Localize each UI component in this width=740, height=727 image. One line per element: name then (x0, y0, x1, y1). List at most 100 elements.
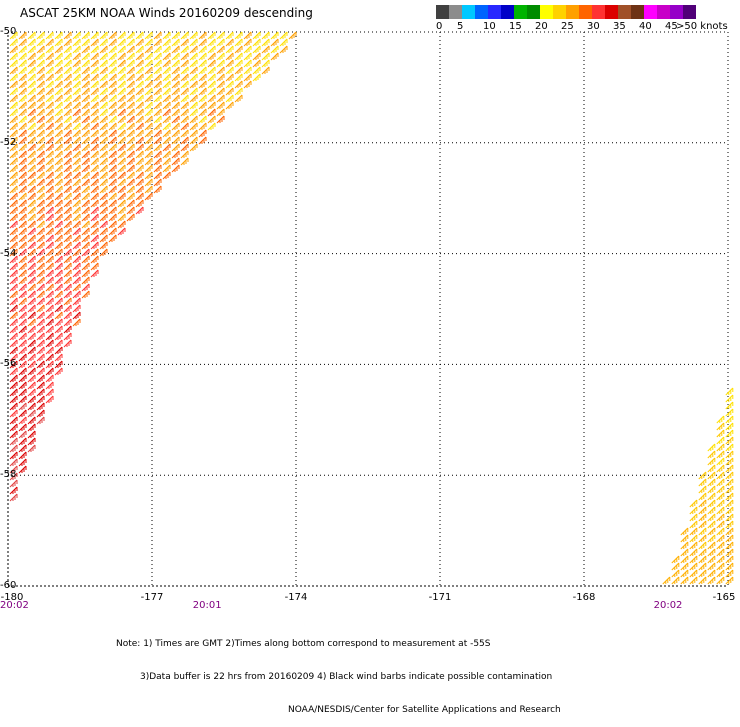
wind-barb (153, 31, 162, 40)
wind-barb (27, 283, 36, 292)
wind-barb (63, 164, 72, 173)
wind-barb (27, 332, 36, 341)
wind-barb (27, 66, 36, 75)
wind-barb (243, 73, 252, 82)
latitude-tick-label: -50 (0, 26, 17, 37)
wind-barb (81, 150, 90, 159)
wind-barb (198, 80, 207, 89)
wind-barb (180, 45, 189, 54)
wind-barb (9, 276, 18, 285)
wind-barb (9, 360, 18, 369)
wind-barb (180, 115, 189, 124)
wind-barb (180, 52, 189, 61)
wind-barb (90, 136, 99, 145)
wind-barb (180, 157, 189, 166)
wind-barb (171, 80, 180, 89)
wind-barb (90, 80, 99, 89)
wind-barb (36, 66, 45, 75)
wind-barb (99, 122, 108, 131)
wind-barb (45, 38, 54, 47)
wind-barb (9, 465, 18, 474)
wind-barb (216, 31, 225, 40)
wind-barb (45, 73, 54, 82)
wind-barb (698, 478, 707, 487)
wind-barb (680, 562, 689, 571)
wind-barb (689, 527, 698, 536)
scale-swatch (449, 5, 462, 19)
wind-barb (225, 59, 234, 68)
wind-barb (54, 115, 63, 124)
footer-notes: Note: 1) Times are GMT 2)Times along bot… (116, 617, 561, 727)
wind-barb (716, 562, 725, 571)
scale-swatch (683, 5, 696, 19)
wind-barb (9, 206, 18, 215)
wind-barb (36, 150, 45, 159)
wind-barb (180, 129, 189, 138)
wind-barb (716, 548, 725, 557)
wind-barb (45, 374, 54, 383)
wind-barb (189, 143, 198, 152)
wind-barb (135, 185, 144, 194)
wind-barb (9, 192, 18, 201)
wind-barb (9, 115, 18, 124)
wind-barb (63, 178, 72, 187)
wind-barb (90, 199, 99, 208)
wind-barb (243, 59, 252, 68)
wind-barb (117, 206, 126, 215)
wind-barb (81, 213, 90, 222)
wind-barb (45, 353, 54, 362)
wind-barb (9, 136, 18, 145)
wind-barb (135, 108, 144, 117)
wind-barb (135, 115, 144, 124)
wind-barb (63, 234, 72, 243)
wind-barb (27, 199, 36, 208)
east-swath (662, 387, 734, 585)
wind-barb (135, 136, 144, 145)
wind-barb (126, 31, 135, 40)
wind-barb (243, 38, 252, 47)
wind-barb (135, 143, 144, 152)
wind-barb (153, 45, 162, 54)
wind-barb (54, 59, 63, 68)
wind-barb (54, 122, 63, 131)
wind-barb (171, 31, 180, 40)
wind-barb (725, 422, 734, 431)
wind-barb (725, 485, 734, 494)
wind-barb (27, 157, 36, 166)
wind-barb (72, 269, 81, 278)
wind-barb (27, 381, 36, 390)
wind-barb (90, 38, 99, 47)
wind-barb (27, 444, 36, 453)
wind-barb (180, 143, 189, 152)
wind-barb (72, 206, 81, 215)
wind-barb (698, 541, 707, 550)
wind-barb (63, 269, 72, 278)
wind-barb (198, 129, 207, 138)
wind-barb (135, 164, 144, 173)
wind-barb (36, 87, 45, 96)
wind-barb (162, 80, 171, 89)
wind-barb (36, 136, 45, 145)
wind-barb (9, 108, 18, 117)
wind-barb (18, 458, 27, 467)
wind-barb (135, 129, 144, 138)
wind-barb (36, 297, 45, 306)
wind-barb (9, 227, 18, 236)
wind-barb (90, 227, 99, 236)
wind-barb (144, 115, 153, 124)
wind-barb (180, 59, 189, 68)
wind-barb (90, 178, 99, 187)
latitude-tick-label: -52 (0, 136, 17, 148)
wind-barb (243, 45, 252, 54)
wind-barb (81, 52, 90, 61)
wind-barb (72, 248, 81, 257)
wind-barb (45, 185, 54, 194)
wind-barb (189, 38, 198, 47)
wind-barb (198, 87, 207, 96)
wind-barb (108, 171, 117, 180)
wind-barb (252, 31, 261, 40)
wind-barb (27, 262, 36, 271)
wind-barb (99, 157, 108, 166)
wind-barb (153, 164, 162, 173)
wind-barb (9, 339, 18, 348)
